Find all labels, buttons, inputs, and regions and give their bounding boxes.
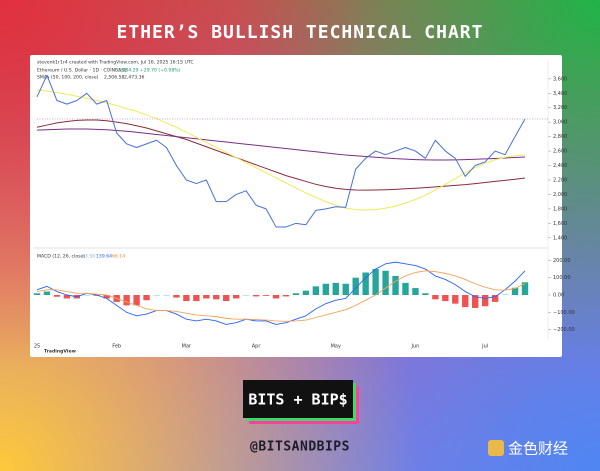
- histogram-bar: [302, 290, 310, 295]
- y-tick-label: 3,400: [553, 91, 567, 97]
- histogram-bar: [352, 277, 359, 295]
- histogram-bar: [392, 275, 399, 295]
- histogram-bar: [213, 295, 220, 300]
- y-tick-label: 3,600: [553, 76, 567, 82]
- histogram-bar: [372, 269, 379, 295]
- y-tick-label: 100.00: [553, 275, 571, 281]
- histogram-bar: [173, 295, 180, 298]
- histogram-bar: [183, 295, 190, 302]
- histogram-bar: [43, 291, 51, 295]
- y-tick-label: 1,600: [553, 221, 567, 227]
- histogram-bar: [462, 295, 469, 308]
- histogram-bar: [312, 286, 320, 295]
- histogram-bar: [422, 293, 429, 295]
- watermark: 金色财经: [508, 440, 568, 458]
- histogram-bar: [332, 282, 339, 295]
- series-line: [36, 270, 526, 322]
- histogram-bar: [53, 295, 61, 297]
- x-tick-label: May: [331, 344, 341, 350]
- histogram-bar: [442, 295, 449, 302]
- histogram-bar: [282, 295, 290, 297]
- histogram-bar: [342, 283, 349, 295]
- x-tick-label: Apr: [252, 344, 262, 350]
- indicator-value: 66.14: [112, 254, 125, 260]
- histogram-bar: [63, 295, 71, 299]
- histogram-bar: [322, 283, 330, 295]
- histogram-bar: [521, 282, 529, 295]
- y-tick-label: 0.00: [553, 293, 564, 299]
- y-tick-label: 2,400: [553, 163, 567, 169]
- histogram-bar: [103, 295, 110, 299]
- histogram-bar: [33, 293, 41, 295]
- y-tick-label: 3,200: [553, 105, 567, 111]
- series-line: [36, 74, 526, 228]
- histogram-bar: [252, 295, 260, 297]
- histogram-bar: [481, 295, 489, 307]
- histogram-bar: [292, 293, 300, 295]
- y-tick-label: 2,800: [553, 134, 567, 140]
- histogram-bar: [133, 295, 140, 306]
- y-tick-label: 1,400: [553, 235, 567, 241]
- histogram-bar: [203, 295, 210, 299]
- handle: @BITSANDBIPS: [250, 440, 350, 455]
- indicator-label: SMAs (50, 100, 200, close): [37, 75, 99, 81]
- quote: 3,044.29 +29.70 (+0.98%): [118, 68, 181, 74]
- histogram-bar: [223, 295, 230, 302]
- logo-box: [243, 380, 353, 418]
- histogram-bar: [123, 295, 130, 306]
- histogram-bar: [491, 295, 499, 302]
- histogram-bar: [452, 295, 459, 304]
- x-tick-label: Jun: [411, 344, 420, 350]
- series-line: [36, 261, 526, 325]
- y-tick-label: −200.00: [553, 327, 575, 333]
- y-tick-label: 2,600: [553, 149, 567, 155]
- attribution: stevenk1r1r4 created with TradingView.co…: [37, 60, 194, 66]
- histogram-bar: [402, 282, 409, 295]
- y-tick-label: −100.00: [553, 310, 575, 316]
- histogram-bar: [272, 295, 280, 299]
- indicator-value: 139.64: [96, 254, 112, 260]
- x-tick-label: Jul: [481, 344, 488, 350]
- watermark-icon: [488, 440, 504, 456]
- histogram-bar: [472, 295, 479, 308]
- histogram-bar: [262, 295, 270, 296]
- series-line: [36, 119, 526, 191]
- histogram-bar: [232, 295, 240, 299]
- y-tick-label: 1,800: [553, 206, 567, 212]
- series-line: [36, 89, 526, 211]
- indicator-value: 73.50: [82, 254, 95, 260]
- indicator-label: MACD (12, 26, close): [37, 254, 85, 260]
- histogram-bar: [511, 287, 519, 295]
- chart-card: [30, 55, 562, 357]
- histogram-bar: [193, 295, 200, 302]
- histogram-bar: [432, 295, 439, 300]
- x-tick-label: Mar: [182, 344, 192, 350]
- y-tick-label: 2,200: [553, 177, 567, 183]
- tradingview-logo: TradingView: [44, 349, 77, 355]
- headline: ETHER’S BULLISH TECHNICAL CHART: [117, 22, 484, 43]
- histogram-bar: [143, 295, 150, 301]
- histogram-bar: [382, 270, 389, 295]
- logo-text: BITS + BIP$: [248, 391, 347, 409]
- series-line: [36, 128, 526, 161]
- y-tick-label: 200.00: [553, 258, 571, 264]
- indicator-value: 2,473.36: [124, 75, 145, 81]
- symbol-title: Ethereum / U.S. Dollar · 1D · COINBASE: [37, 68, 127, 74]
- x-tick-label: Feb: [112, 344, 121, 350]
- histogram-bar: [362, 272, 369, 295]
- indicator-value: 2,506.58: [104, 75, 125, 81]
- histogram-bar: [412, 288, 419, 295]
- y-tick-label: 2,000: [553, 192, 567, 198]
- x-tick-label: 25: [34, 344, 40, 350]
- y-tick-label: 3,000: [553, 120, 567, 126]
